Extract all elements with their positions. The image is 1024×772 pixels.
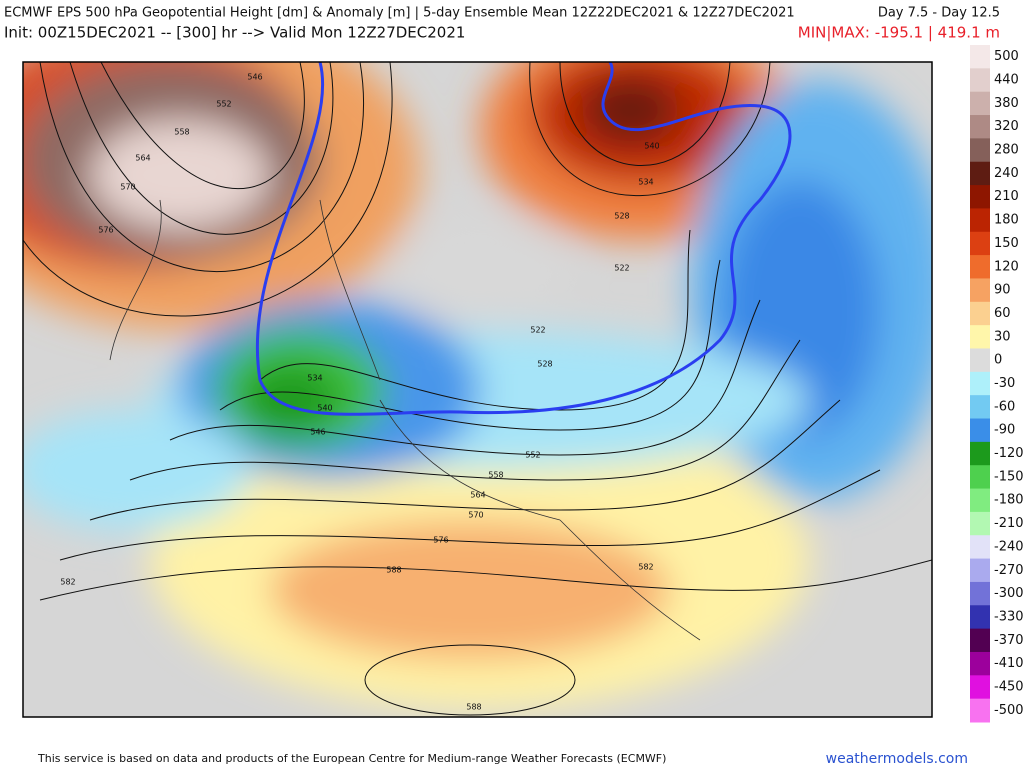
colorbar-cell: [970, 605, 990, 630]
colorbar-cell: [970, 45, 990, 69]
colorbar-label: 60: [994, 306, 1011, 321]
colorbar-cell: [970, 138, 990, 163]
contour-label: 534: [307, 374, 322, 383]
colorbar-label: -410: [994, 656, 1024, 671]
contour-label: 570: [120, 183, 135, 192]
colorbar-label: -270: [994, 563, 1024, 578]
colorbar-label: -210: [994, 516, 1024, 531]
contour-label: 522: [530, 326, 545, 335]
contour-label: 534: [638, 178, 653, 187]
colorbar-cell: [970, 301, 990, 326]
contour-label: 552: [525, 451, 540, 460]
colorbar-cell: [970, 231, 990, 256]
colorbar-label: -240: [994, 539, 1024, 554]
contour-label: 564: [135, 154, 150, 163]
colorbar-cell: [970, 511, 990, 536]
colorbar-label: -90: [994, 423, 1015, 438]
colorbar-cell: [970, 395, 990, 420]
colorbar-label: 180: [994, 213, 1019, 228]
colorbar-label: 210: [994, 189, 1019, 204]
colorbar-cell: [970, 161, 990, 186]
colorbar-cell: [970, 208, 990, 233]
contour-label: 540: [317, 404, 332, 413]
colorbar-cell: [970, 278, 990, 303]
colorbar-label: 500: [994, 49, 1019, 64]
colorbar-cell: [970, 325, 990, 349]
colorbar-cell: [970, 581, 990, 606]
contour-label: 576: [98, 226, 113, 235]
colorbar-cell: [970, 535, 990, 560]
colorbar-label: -150: [994, 469, 1024, 484]
colorbar-cell: [970, 558, 990, 583]
colorbar-cell: [970, 348, 990, 373]
contour-label: 576: [433, 536, 448, 545]
colorbar-label: 0: [994, 353, 1002, 368]
colorbar-label: -30: [994, 376, 1015, 391]
contour-label: 588: [386, 566, 401, 575]
colorbar-cell: [970, 651, 990, 676]
contour-label: 564: [470, 491, 485, 500]
colorbar-cell: [970, 68, 990, 93]
colorbar-label: -60: [994, 399, 1015, 414]
contour-label: 570: [468, 511, 483, 520]
map-frame: [22, 61, 933, 718]
colorbar-cell: [970, 418, 990, 443]
contour-label: 558: [488, 471, 503, 480]
colorbar-label: 320: [994, 119, 1019, 134]
contour-label: 528: [614, 212, 629, 221]
contour-label: 546: [247, 73, 262, 82]
colorbar-cell: [970, 91, 990, 116]
colorbar-label: 440: [994, 73, 1019, 88]
contour-label: 546: [310, 428, 325, 437]
title: ECMWF EPS 500 hPa Geopotential Height [d…: [4, 6, 795, 21]
colorbar-label: -180: [994, 493, 1024, 508]
colorbar-cell: [970, 465, 990, 490]
colorbar-label: -500: [994, 703, 1024, 718]
contour-label: 558: [174, 128, 189, 137]
colorbar-label: 380: [994, 96, 1019, 111]
colorbar-label: 120: [994, 259, 1019, 274]
colorbar-label: -330: [994, 609, 1024, 624]
colorbar-cell: [970, 698, 990, 723]
colorbar-label: -370: [994, 633, 1024, 648]
init-line: Init: 00Z15DEC2021 -- [300] hr --> Valid…: [4, 24, 465, 42]
site-link[interactable]: weathermodels.com: [826, 751, 968, 767]
contour-label: 588: [466, 703, 481, 712]
colorbar-label: -120: [994, 446, 1024, 461]
colorbar: 500 440 380 320 280 240 210 180 150 120 90 60 30 0 -30…: [970, 45, 1024, 723]
colorbar-label: 90: [994, 283, 1011, 298]
colorbar-cell: [970, 441, 990, 466]
contour-label: 582: [638, 563, 653, 572]
colorbar-cell: [970, 185, 990, 209]
contour-label: 582: [60, 578, 75, 587]
colorbar-label: 150: [994, 236, 1019, 251]
colorbar-cell: [970, 488, 990, 513]
contour-label: 522: [614, 264, 629, 273]
colorbar-cell: [970, 628, 990, 653]
colorbar-label: -450: [994, 679, 1024, 694]
min-max: MIN|MAX: -195.1 | 419.1 m: [798, 24, 1000, 42]
contour-label: 552: [216, 100, 231, 109]
day-range: Day 7.5 - Day 12.5: [878, 6, 1000, 21]
colorbar-label: 240: [994, 166, 1019, 181]
colorbar-cell: [970, 371, 990, 396]
colorbar-cell: [970, 115, 990, 139]
contour-label: 528: [537, 360, 552, 369]
colorbar-label: 280: [994, 143, 1019, 158]
colorbar-label: -300: [994, 586, 1024, 601]
credit: This service is based on data and produc…: [37, 752, 666, 765]
contour-label: 540: [644, 142, 659, 151]
colorbar-cell: [970, 675, 990, 700]
colorbar-label: 30: [994, 329, 1011, 344]
map: 546 552 558 564 570 576 540 534 528 522 522 528 534 5…: [23, 62, 932, 717]
colorbar-cell: [970, 255, 990, 279]
